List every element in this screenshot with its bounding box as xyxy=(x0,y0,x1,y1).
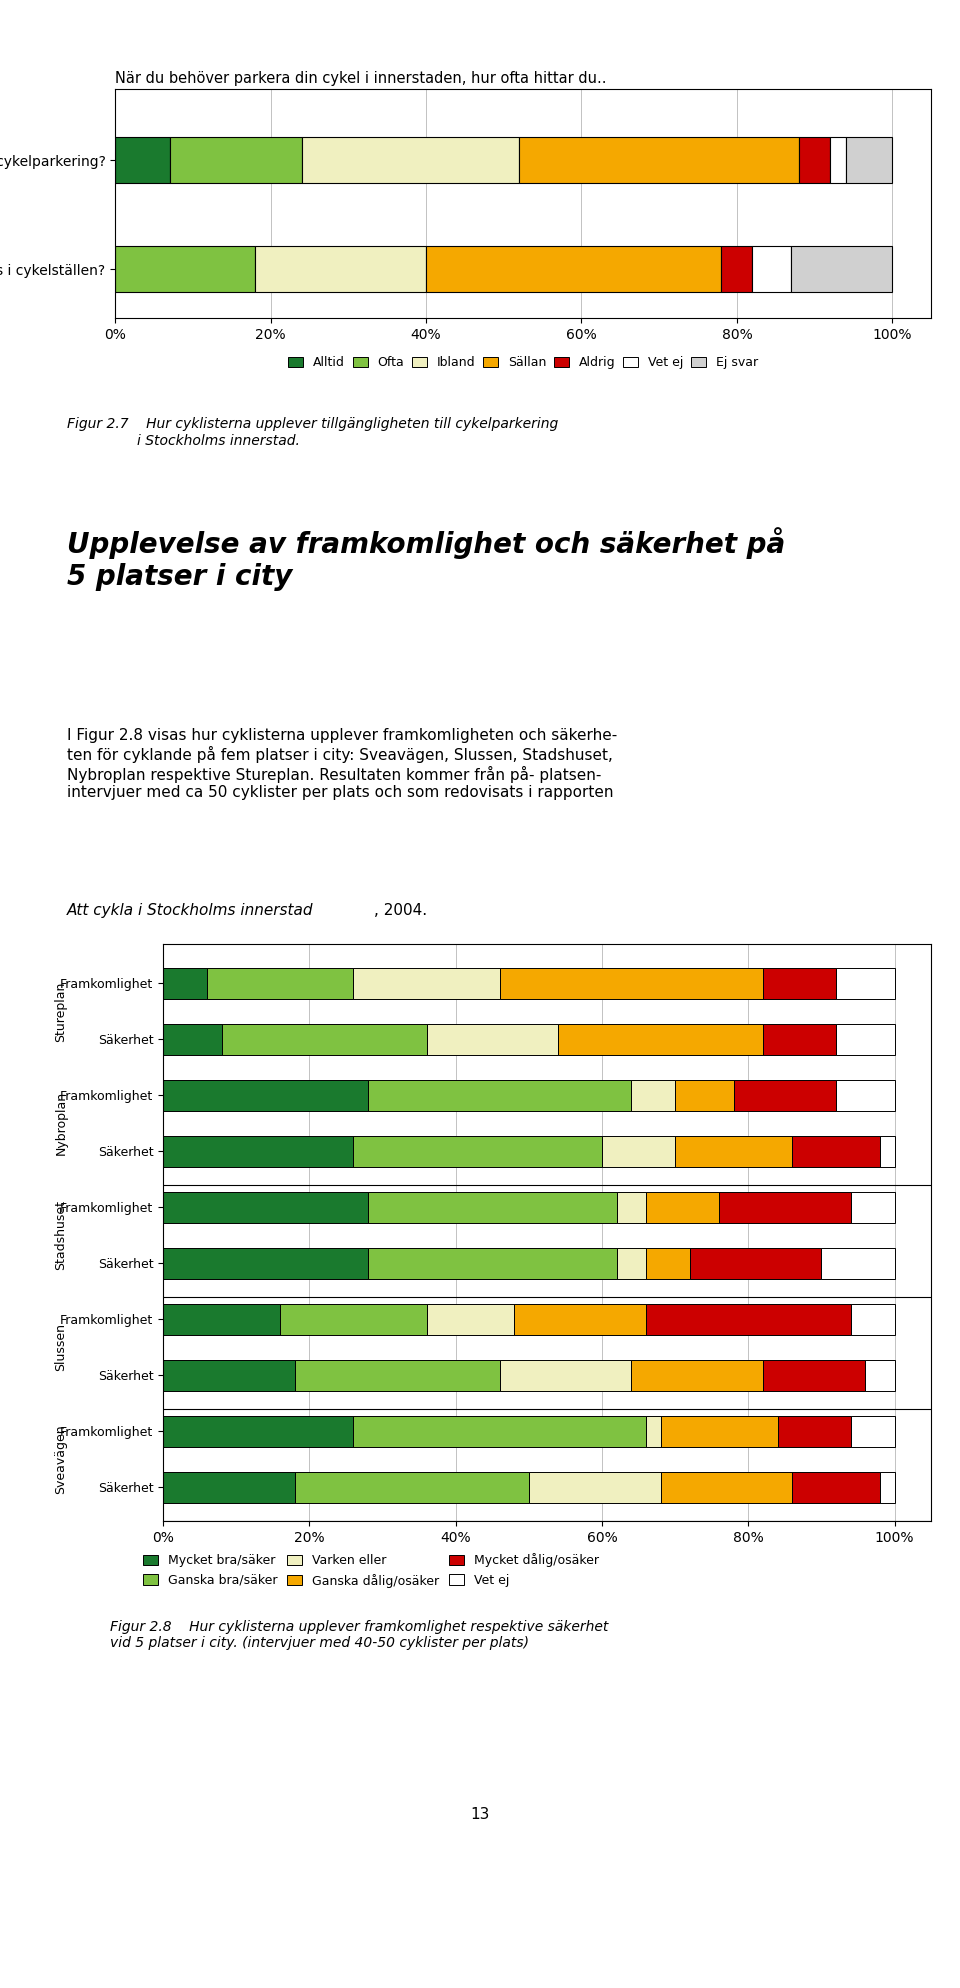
Bar xyxy=(836,1024,895,1056)
Bar xyxy=(426,247,721,292)
Bar xyxy=(222,1024,426,1056)
Bar xyxy=(792,1135,880,1167)
Bar xyxy=(822,1248,895,1278)
Bar xyxy=(763,968,836,998)
Bar xyxy=(616,1248,646,1278)
Bar xyxy=(660,1415,778,1447)
Bar xyxy=(368,1193,616,1223)
Bar xyxy=(791,247,893,292)
Bar xyxy=(799,137,830,183)
Bar xyxy=(163,968,207,998)
Text: Figur 2.7    Hur cyklisterna upplever tillgängligheten till cykelparkering
     : Figur 2.7 Hur cyklisterna upplever tillg… xyxy=(67,417,559,447)
Bar xyxy=(851,1415,895,1447)
Bar xyxy=(646,1415,660,1447)
Bar xyxy=(163,1079,368,1111)
Text: 13: 13 xyxy=(470,1807,490,1821)
Bar xyxy=(353,1415,646,1447)
Bar xyxy=(830,137,846,183)
Bar xyxy=(602,1135,675,1167)
Text: Nybroplan: Nybroplan xyxy=(55,1091,67,1155)
Bar xyxy=(851,1193,895,1223)
Bar xyxy=(880,1135,895,1167)
Text: När du behöver parkera din cykel i innerstaden, hur ofta hittar du..: När du behöver parkera din cykel i inner… xyxy=(115,70,607,85)
Bar xyxy=(721,247,753,292)
Bar xyxy=(632,1079,675,1111)
Bar xyxy=(763,1360,865,1392)
Bar xyxy=(753,247,791,292)
Text: Att cykla i Stockholms innerstad: Att cykla i Stockholms innerstad xyxy=(67,903,314,918)
Bar xyxy=(733,1079,836,1111)
Bar xyxy=(163,1135,353,1167)
Bar xyxy=(295,1360,499,1392)
Bar xyxy=(851,1304,895,1334)
Text: Stureplan: Stureplan xyxy=(55,982,67,1042)
Bar xyxy=(558,1024,763,1056)
Bar xyxy=(163,1471,295,1503)
Bar xyxy=(865,1360,895,1392)
Bar xyxy=(675,1135,792,1167)
Bar xyxy=(426,1304,515,1334)
Bar xyxy=(836,968,895,998)
Text: I Figur 2.8 visas hur cyklisterna upplever framkomligheten och säkerhe-
ten för : I Figur 2.8 visas hur cyklisterna upplev… xyxy=(67,728,617,817)
Text: , 2004.: , 2004. xyxy=(373,903,427,918)
Bar xyxy=(519,137,799,183)
Bar xyxy=(719,1193,851,1223)
Bar xyxy=(163,1360,295,1392)
Bar xyxy=(778,1415,851,1447)
Bar xyxy=(280,1304,426,1334)
Bar xyxy=(353,1135,602,1167)
Bar xyxy=(616,1193,646,1223)
Bar xyxy=(295,1471,529,1503)
Bar xyxy=(163,1304,280,1334)
Bar xyxy=(792,1471,880,1503)
Bar xyxy=(690,1248,822,1278)
Bar xyxy=(115,247,255,292)
Bar xyxy=(646,1193,719,1223)
Text: Figur 2.8    Hur cyklisterna upplever framkomlighet respektive säkerhet
vid 5 pl: Figur 2.8 Hur cyklisterna upplever framk… xyxy=(110,1620,609,1650)
Legend: Mycket bra/säker, Ganska bra/säker, Varken eller, Ganska dålig/osäker, Mycket då: Mycket bra/säker, Ganska bra/säker, Vark… xyxy=(138,1549,605,1592)
Bar xyxy=(675,1079,733,1111)
Bar xyxy=(426,1024,558,1056)
Legend: Alltid, Ofta, Ibland, Sällan, Aldrig, Vet ej, Ej svar: Alltid, Ofta, Ibland, Sällan, Aldrig, Ve… xyxy=(283,352,763,374)
Bar xyxy=(646,1304,851,1334)
Bar xyxy=(255,247,426,292)
Bar xyxy=(353,968,499,998)
Bar xyxy=(163,1193,368,1223)
Bar xyxy=(163,1248,368,1278)
Bar xyxy=(368,1248,616,1278)
Bar xyxy=(207,968,353,998)
Bar xyxy=(880,1471,895,1503)
Bar xyxy=(163,1415,353,1447)
Bar xyxy=(836,1079,895,1111)
Bar xyxy=(301,137,519,183)
Bar xyxy=(646,1248,690,1278)
Bar xyxy=(115,137,170,183)
Bar xyxy=(529,1471,660,1503)
Bar xyxy=(163,1024,222,1056)
Bar xyxy=(763,1024,836,1056)
Bar xyxy=(368,1079,632,1111)
Text: Slussen: Slussen xyxy=(55,1324,67,1372)
Bar xyxy=(170,137,301,183)
Bar xyxy=(499,1360,632,1392)
Bar xyxy=(499,968,763,998)
Bar xyxy=(660,1471,792,1503)
Bar xyxy=(846,137,893,183)
Text: Upplevelse av framkomlighet och säkerhet på
5 platser i city: Upplevelse av framkomlighet och säkerhet… xyxy=(67,527,785,590)
Text: Sveavägen: Sveavägen xyxy=(55,1425,67,1495)
Bar xyxy=(632,1360,763,1392)
Bar xyxy=(515,1304,646,1334)
Text: Stadshuset: Stadshuset xyxy=(55,1201,67,1270)
